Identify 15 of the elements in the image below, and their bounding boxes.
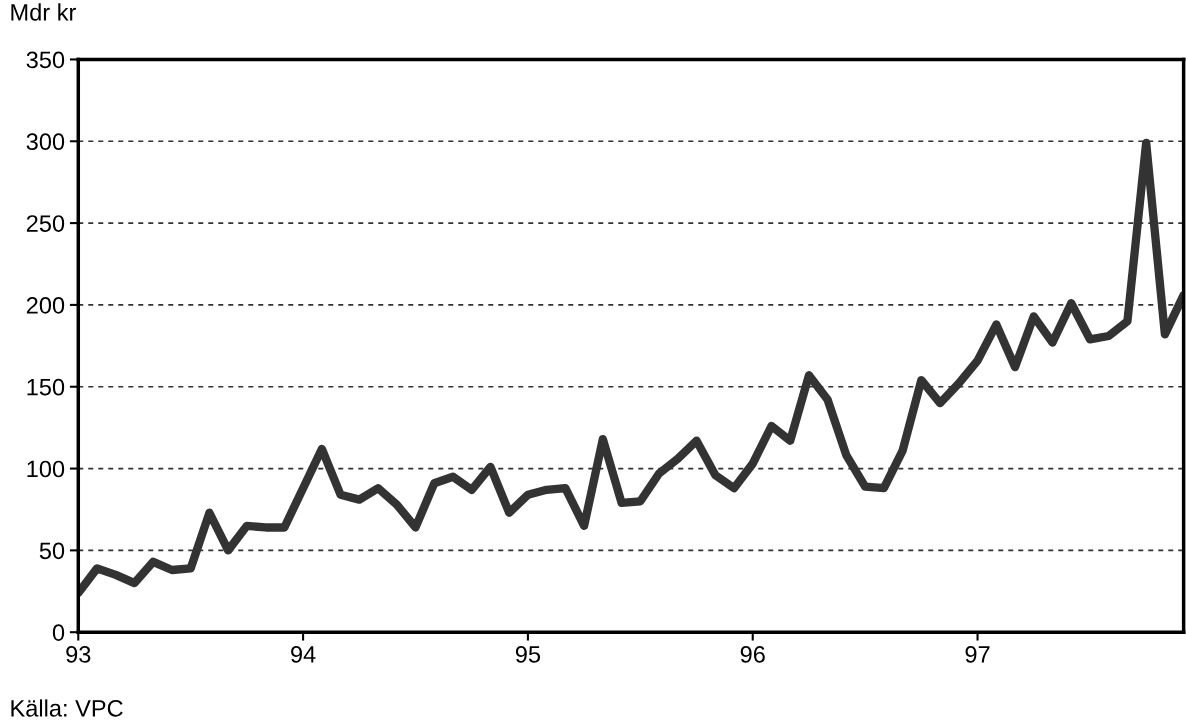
x-tick-label: 97 [965, 646, 990, 663]
y-tick-label: 250 [26, 215, 65, 232]
x-tick-label: 94 [291, 646, 316, 663]
y-tick-label: 350 [26, 51, 65, 69]
y-tick-label: 200 [26, 296, 65, 314]
y-tick-label: 100 [27, 460, 65, 478]
x-tick-label: 93 [66, 646, 91, 663]
y-tick-label: 0 [52, 624, 65, 641]
y-tick-label: 50 [39, 542, 65, 560]
y-tick-label: 150 [27, 378, 65, 396]
y-tick-label: 300 [26, 133, 65, 151]
x-tick-label: 96 [740, 646, 765, 663]
text: Källa: VPC [11, 699, 123, 717]
x-tick-label: 95 [515, 646, 541, 663]
y-axis-title: Mdr kr [11, 3, 76, 21]
